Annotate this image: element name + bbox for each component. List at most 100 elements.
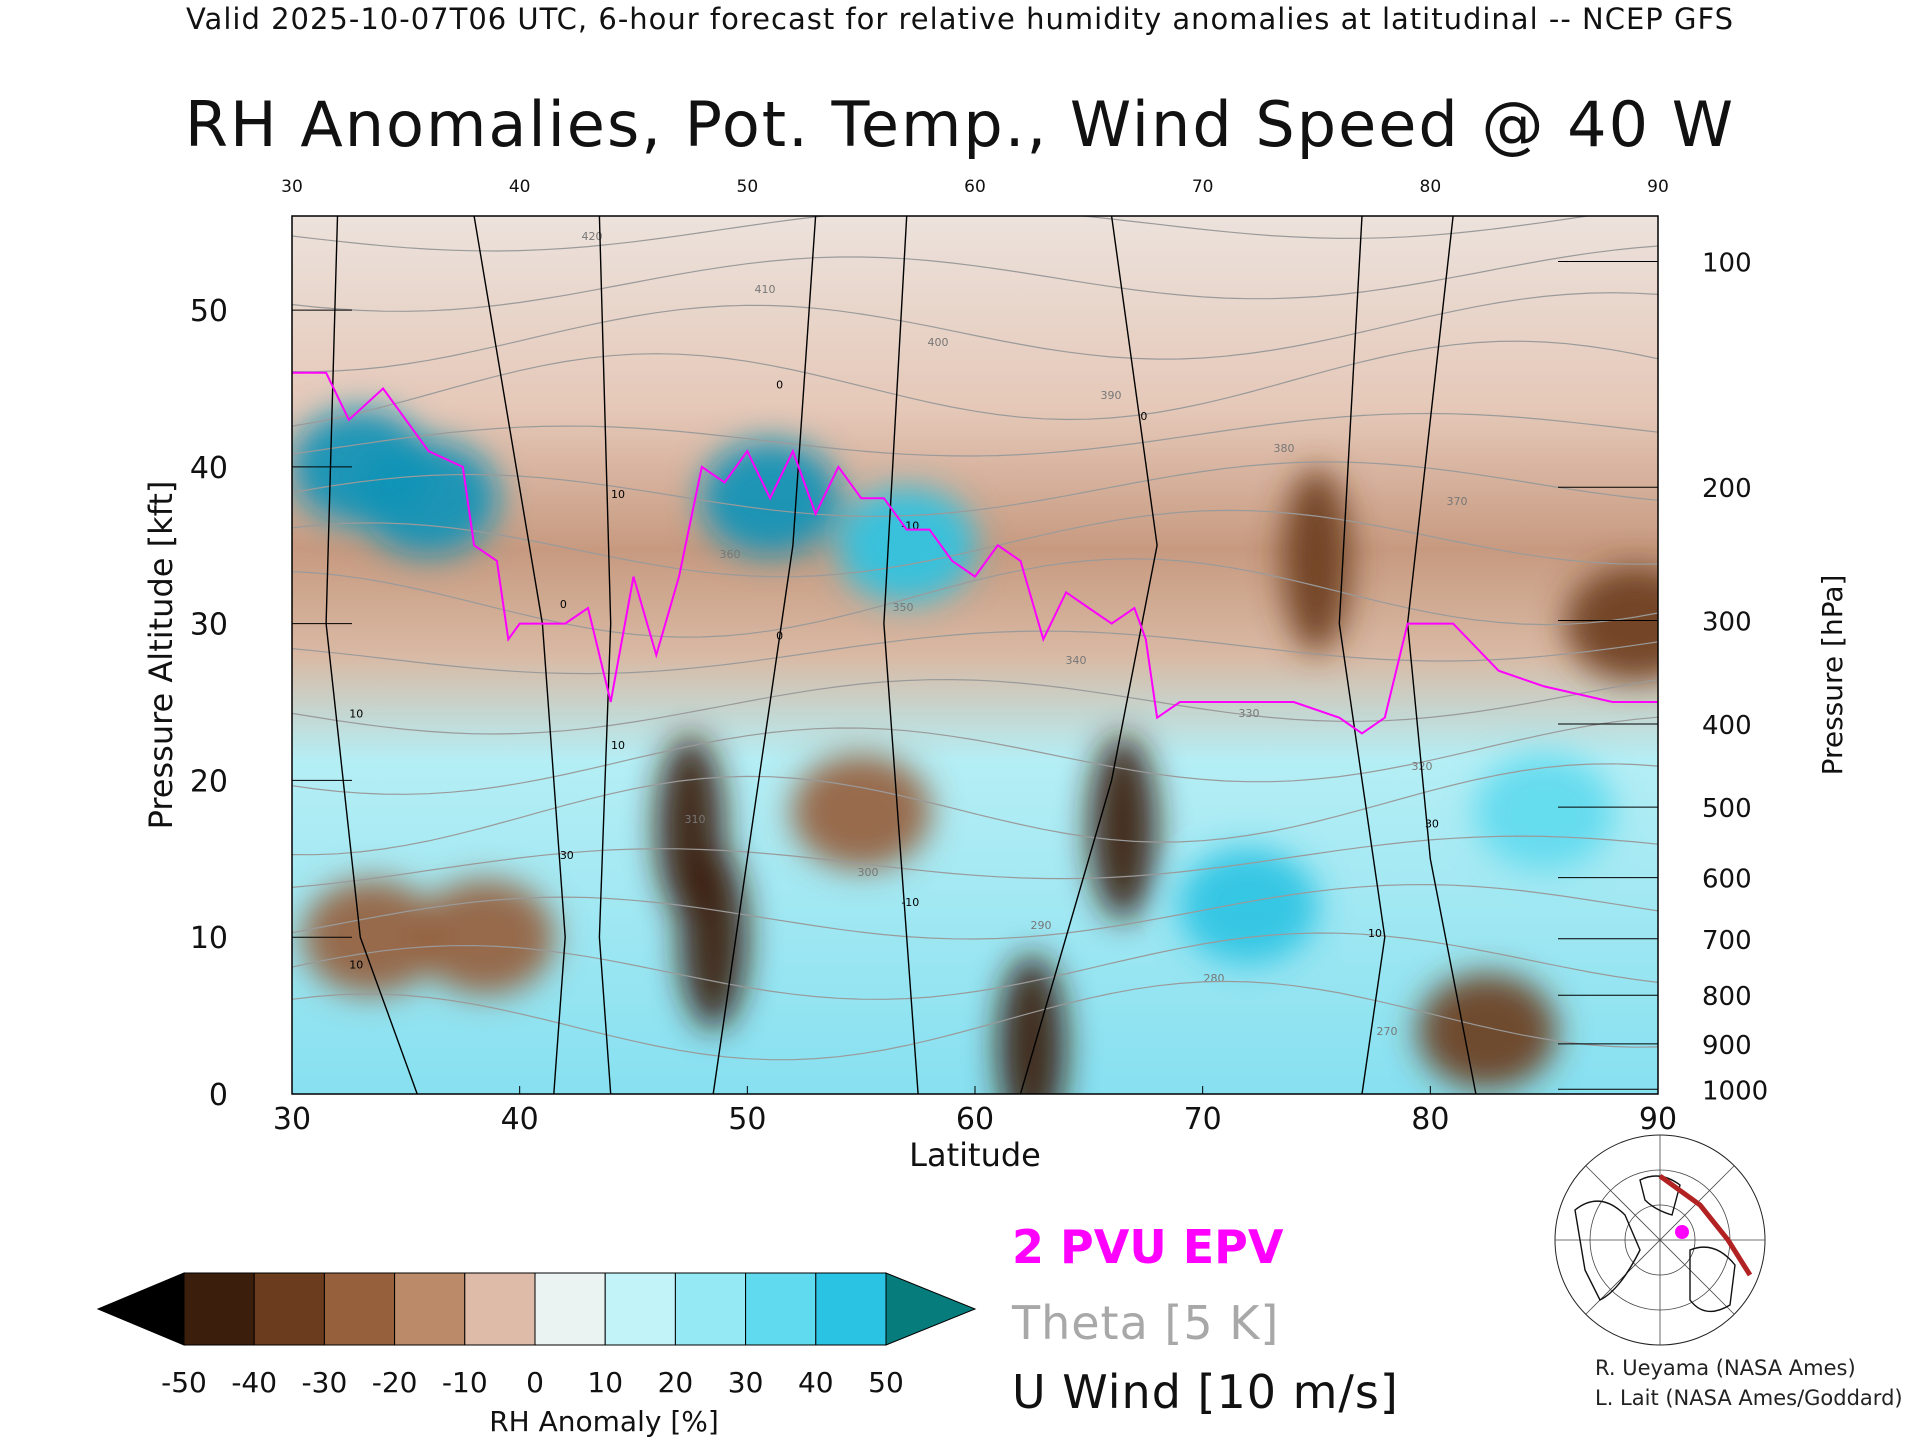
theta-label-280: 280: [1204, 972, 1225, 985]
pressure-tick-label-800: 800: [1702, 982, 1752, 1012]
credit-line-1: R. Ueyama (NASA Ames): [1595, 1356, 1856, 1380]
u-wind-label-0: 10: [349, 959, 363, 972]
u-wind-label-12: -10: [901, 896, 919, 909]
y-tick-label-10: 10: [190, 921, 228, 956]
theta-contour-320: [292, 716, 1658, 795]
y-tick-label-30: 30: [190, 608, 228, 643]
x-tick-label-50: 50: [728, 1102, 766, 1137]
theta-contour-290: [292, 883, 1658, 940]
rh-anomaly-blob-11: [1417, 973, 1558, 1090]
u-wind-label-11: 0: [776, 378, 783, 391]
rh-anomaly-blob-10: [301, 879, 442, 996]
theta-contour-340: [292, 630, 1658, 675]
theta-contour-420: [292, 216, 1592, 252]
colorbar-tick-2: -30: [302, 1366, 348, 1399]
theta-label-390: 390: [1101, 389, 1122, 402]
colorbar-box-1: [253, 1272, 325, 1346]
rh-anomaly-blob-12: [1282, 468, 1351, 653]
theta-label-340: 340: [1066, 654, 1087, 667]
colorbar-box-0: [183, 1272, 255, 1346]
colorbar-tick-7: 20: [658, 1366, 694, 1399]
colorbar-high-arrow: [885, 1272, 977, 1346]
plot-area: 4204104003903803703603503403303203103002…: [292, 216, 1658, 1094]
theta-label-420: 420: [582, 230, 603, 243]
theta-contours: 4204104003903803703603503403303203103002…: [292, 216, 1658, 1061]
u-wind-contour-6: [1338, 216, 1386, 1094]
theta-contour-280: [292, 932, 1658, 1000]
u-wind-label-2: 10: [611, 739, 625, 752]
x-top-tick-label-50: 50: [737, 177, 759, 197]
pressure-tick-label-600: 600: [1702, 865, 1752, 895]
theta-label-380: 380: [1274, 442, 1295, 455]
y-tick-label-0: 0: [209, 1078, 228, 1113]
u-wind-contour-3: [712, 216, 817, 1094]
x-tick-label-30: 30: [273, 1102, 311, 1137]
x-tick-label-70: 70: [1184, 1102, 1222, 1137]
theta-contour-270: [292, 980, 1658, 1061]
theta-contour-330: [292, 678, 1658, 735]
colorbar-tick-3: -20: [372, 1366, 418, 1399]
x-tick-label-40: 40: [501, 1102, 539, 1137]
colorbar: -50 -40 -30 -20 -10 0 10 20 30 40 50: [96, 1272, 977, 1399]
credit-line-2: L. Lait (NASA Ames/Goddard): [1595, 1386, 1903, 1410]
rh-anomaly-blob-9: [415, 879, 556, 996]
pressure-tick-label-1000: 1000: [1702, 1076, 1768, 1106]
theta-label-400: 400: [928, 336, 949, 349]
theta-contour-400: [292, 292, 1658, 373]
x-tick-label-80: 80: [1411, 1102, 1449, 1137]
theta-contour-360: [292, 509, 1658, 578]
theta-label-270: 270: [1377, 1025, 1398, 1038]
valid-time-header: Valid 2025-10-07T06 UTC, 6-hour forecast…: [185, 2, 1735, 36]
theta-contour-410: [292, 245, 1658, 312]
colorbar-box-7: [674, 1272, 747, 1346]
theta-label-410: 410: [755, 283, 776, 296]
rh-anomaly-blob-7: [1088, 735, 1157, 920]
theta-contour-310: [292, 763, 1658, 856]
chart-title: RH Anomalies, Pot. Temp., Wind Speed @ 4…: [184, 88, 1736, 161]
cross-section-line: [1658, 1173, 1753, 1277]
u-wind-label-8: 10: [349, 708, 363, 721]
u-wind-label-9: 0: [560, 598, 567, 611]
rh-anomaly-blob-13: [1565, 565, 1658, 682]
legend-u-wind: U Wind [10 m/s]: [1012, 1365, 1399, 1419]
theta-contour-300: [292, 835, 1658, 888]
colorbar-tick-10: 50: [868, 1366, 904, 1399]
u-wind-label-3: 0: [776, 629, 783, 642]
colorbar-box-4: [464, 1272, 536, 1346]
colorbar-tick-5: 0: [526, 1366, 544, 1399]
u-wind-contour-5: [1019, 216, 1158, 1094]
u-wind-label-5: 0: [1140, 410, 1147, 423]
x-top-tick-label-60: 60: [964, 177, 986, 197]
colorbar-box-9: [815, 1272, 887, 1346]
theta-contour-370: [292, 461, 1658, 517]
u-wind-label-10: 10: [611, 488, 625, 501]
colorbar-tick-8: 30: [728, 1366, 764, 1399]
colorbar-label: RH Anomaly [%]: [489, 1405, 719, 1438]
u-wind-label-6: 10: [1368, 927, 1382, 940]
colorbar-box-5: [534, 1272, 606, 1346]
rh-anomaly-blob-8: [791, 753, 932, 870]
theta-label-350: 350: [893, 601, 914, 614]
rh-anomaly-blob-14: [1178, 847, 1319, 964]
epv-contour: [292, 371, 1658, 735]
colorbar-tick-9: 40: [798, 1366, 834, 1399]
pressure-tick-label-700: 700: [1702, 926, 1752, 956]
pressure-tick-label-300: 300: [1702, 608, 1752, 638]
theta-label-290: 290: [1031, 919, 1052, 932]
x-top-tick-label-90: 90: [1647, 177, 1669, 197]
colorbar-tick-0: -50: [161, 1366, 207, 1399]
x-axis-label: Latitude: [909, 1136, 1041, 1174]
theta-label-300: 300: [858, 866, 879, 879]
u-wind-contour-4: [883, 216, 919, 1094]
u-wind-label-1: 30: [560, 849, 574, 862]
pressure-tick-label-400: 400: [1702, 711, 1752, 741]
theta-label-330: 330: [1239, 707, 1260, 720]
axes: 3030404050506060707080809090010203040501…: [190, 177, 1768, 1137]
u-wind-label-7: 30: [1425, 817, 1439, 830]
colorbar-tick-1: -40: [231, 1366, 277, 1399]
rh-anomaly-blob-5: [656, 735, 725, 920]
theta-label-360: 360: [720, 548, 741, 561]
colorbar-tick-4: -10: [442, 1366, 488, 1399]
pressure-tick-label-900: 900: [1702, 1031, 1752, 1061]
